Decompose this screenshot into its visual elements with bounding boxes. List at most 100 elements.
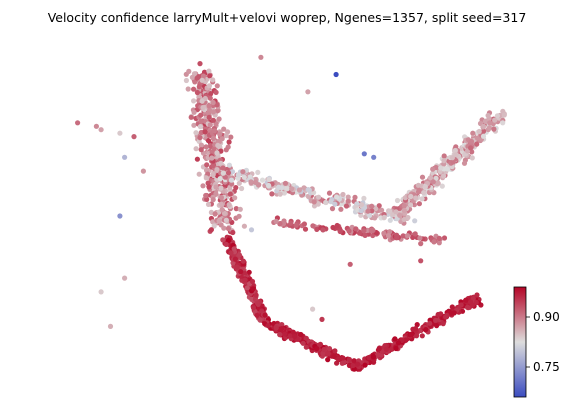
data-point	[334, 194, 340, 200]
data-point	[266, 177, 272, 183]
data-point	[253, 179, 259, 186]
data-point	[210, 109, 216, 115]
points-layer	[75, 54, 507, 372]
data-point	[369, 208, 375, 214]
data-point	[208, 91, 214, 97]
data-point	[408, 193, 414, 200]
data-point	[430, 166, 436, 172]
data-point	[303, 335, 309, 341]
data-point	[225, 237, 231, 244]
data-point	[486, 125, 492, 131]
data-point	[485, 112, 491, 119]
data-point	[401, 207, 407, 214]
data-point	[468, 138, 475, 145]
data-point	[237, 206, 243, 212]
data-point	[450, 159, 456, 165]
data-point	[223, 133, 229, 139]
data-point	[214, 167, 220, 173]
data-point	[228, 177, 235, 183]
data-point	[240, 169, 246, 175]
data-point	[458, 302, 464, 308]
data-point	[376, 346, 382, 352]
data-point	[277, 221, 283, 227]
outlier-point	[122, 275, 128, 281]
data-point	[235, 172, 241, 178]
data-point	[257, 317, 263, 323]
outlier-point	[347, 261, 353, 267]
data-point	[221, 210, 228, 216]
data-point	[345, 198, 351, 204]
data-point	[436, 235, 442, 241]
data-point	[210, 99, 216, 106]
data-point	[282, 331, 288, 337]
data-point	[452, 147, 458, 154]
data-point	[494, 113, 500, 119]
data-point	[199, 77, 205, 83]
data-point	[242, 277, 248, 283]
data-point	[249, 296, 255, 302]
data-point	[400, 233, 406, 239]
data-point	[225, 225, 231, 232]
data-point	[242, 270, 248, 276]
data-point	[440, 321, 446, 327]
data-point	[311, 199, 317, 205]
data-point	[226, 202, 232, 208]
data-point	[314, 346, 320, 352]
data-point	[217, 131, 223, 137]
data-point	[284, 186, 290, 192]
data-point	[453, 152, 459, 158]
outlier-point	[248, 227, 255, 233]
data-point	[370, 354, 376, 360]
data-point	[213, 184, 219, 190]
data-point	[366, 355, 372, 361]
data-point	[421, 190, 427, 196]
data-point	[207, 95, 213, 101]
data-point	[438, 165, 444, 171]
data-point	[379, 207, 385, 213]
data-point	[228, 134, 234, 140]
data-point	[277, 332, 283, 338]
data-point	[443, 314, 449, 320]
data-point	[449, 155, 455, 161]
colorbar-tick-label: 0.75	[533, 360, 560, 374]
outlier-point	[310, 306, 316, 312]
data-point	[332, 201, 338, 207]
data-point	[302, 226, 309, 232]
data-point	[367, 212, 373, 218]
data-point	[375, 352, 381, 358]
data-point	[259, 177, 266, 183]
data-point	[217, 176, 223, 182]
data-point	[470, 130, 476, 136]
data-point	[412, 231, 418, 237]
data-point	[413, 195, 419, 201]
data-point	[416, 201, 422, 207]
data-point	[500, 120, 506, 126]
data-point	[225, 170, 232, 176]
outlier-point	[117, 213, 123, 219]
data-point	[300, 340, 306, 346]
data-point	[310, 223, 316, 229]
data-point	[328, 199, 334, 205]
data-point	[233, 206, 239, 212]
data-point	[191, 109, 197, 115]
data-point	[326, 346, 333, 352]
data-point	[276, 184, 282, 190]
data-point	[352, 194, 358, 200]
outlier-point	[333, 71, 339, 78]
data-point	[404, 233, 411, 239]
data-point	[211, 223, 217, 229]
data-point	[373, 206, 379, 212]
outlier-point	[131, 134, 137, 140]
data-point	[210, 135, 216, 141]
data-point	[265, 323, 271, 329]
data-point	[321, 346, 327, 353]
data-point	[331, 353, 337, 359]
data-point	[249, 278, 256, 285]
data-point	[325, 357, 331, 363]
data-point	[362, 232, 368, 238]
data-point	[223, 241, 229, 247]
data-point	[492, 117, 498, 123]
data-point	[215, 138, 221, 144]
data-point	[253, 292, 259, 298]
